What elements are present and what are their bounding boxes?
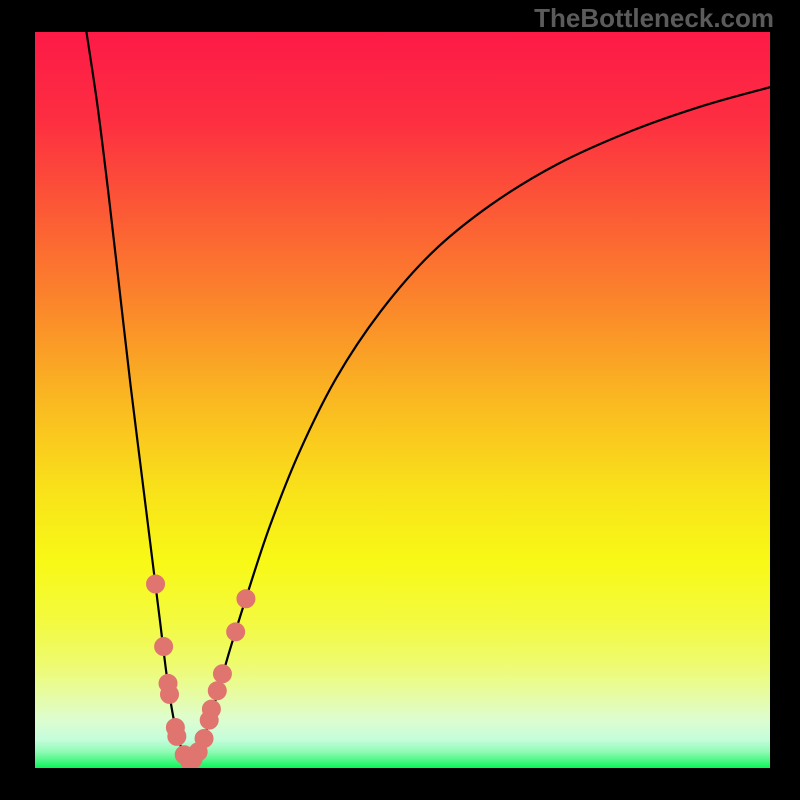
data-marker xyxy=(208,682,226,700)
data-marker xyxy=(227,623,245,641)
chart-container: TheBottleneck.com xyxy=(0,0,800,800)
data-marker xyxy=(195,730,213,748)
data-marker xyxy=(168,727,186,745)
watermark-text: TheBottleneck.com xyxy=(534,3,774,34)
data-marker xyxy=(202,700,220,718)
data-marker xyxy=(237,590,255,608)
chart-svg xyxy=(35,32,770,768)
data-marker xyxy=(213,665,231,683)
plot-area xyxy=(35,32,770,768)
data-marker xyxy=(161,685,179,703)
data-marker xyxy=(155,638,173,656)
gradient-background xyxy=(35,32,770,768)
data-marker xyxy=(147,575,165,593)
